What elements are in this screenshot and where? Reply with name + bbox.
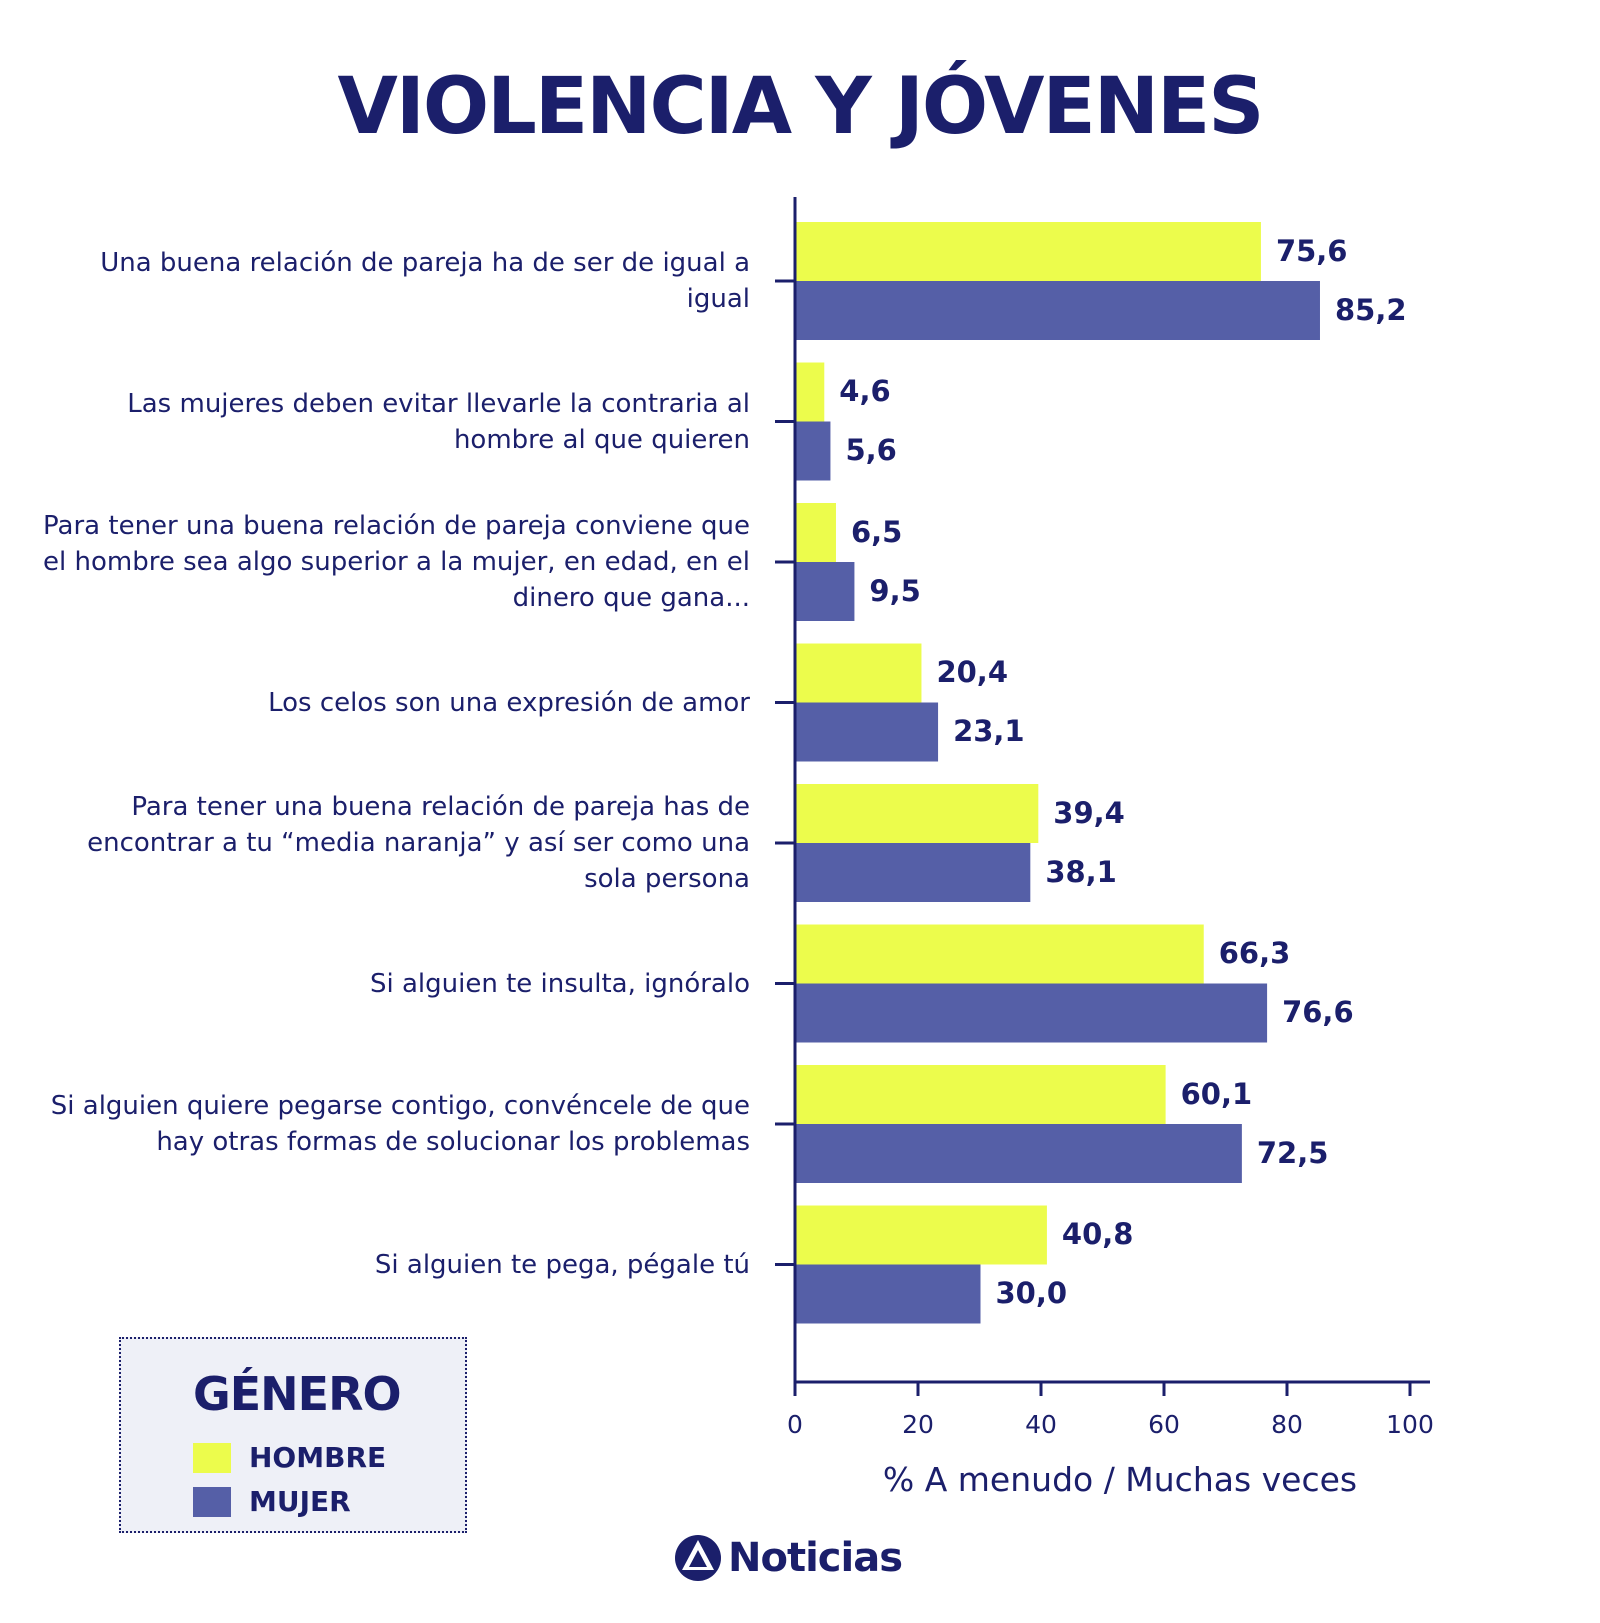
value-label-mujer-5: 76,6 [1282,995,1354,1029]
bar-mujer-6 [796,1124,1242,1183]
category-label-3: Los celos son una expresión de amor [268,687,750,718]
bar-hombre-7 [796,1205,1047,1265]
value-label-hombre-5: 66,3 [1218,936,1291,970]
bar-hombre-2 [796,503,836,562]
legend-swatch-mujer [193,1487,231,1517]
value-label-hombre-3: 20,4 [936,655,1009,689]
x-axis-label: % A menudo / Muchas veces [882,1460,1358,1499]
value-label-mujer-3: 23,1 [953,714,1025,748]
bar-mujer-1 [796,421,831,481]
category-label-1: Las mujeres deben evitar llevarle la con… [127,388,750,455]
value-label-mujer-2: 9,5 [869,573,921,608]
value-label-mujer-4: 38,1 [1045,854,1117,889]
chart-title: VIOLENCIA Y JÓVENES [337,62,1264,152]
brand-name: Noticias [728,1535,903,1581]
bar-hombre-6 [796,1065,1166,1124]
value-label-hombre-4: 39,4 [1053,795,1125,830]
category-label-4: Para tener una buena relación de pareja … [87,792,750,894]
legend-label-hombre: HOMBRE [249,1441,387,1474]
value-label-mujer-1: 5,6 [845,433,897,467]
bar-mujer-7 [796,1264,981,1324]
antena3-logo-icon [675,1535,721,1581]
bar-hombre-0 [796,222,1261,281]
category-label-6: Si alguien quiere pegarse contigo, convé… [50,1091,750,1157]
value-label-hombre-0: 75,6 [1275,233,1348,268]
value-label-hombre-7: 40,8 [1061,1217,1134,1251]
category-label-0: Una buena relación de pareja ha de ser d… [100,248,750,314]
x-tick-label-20: 20 [902,1410,934,1439]
x-tick-label-40: 40 [1025,1410,1057,1439]
value-label-hombre-6: 60,1 [1180,1076,1253,1111]
bar-mujer-2 [796,562,855,621]
value-label-mujer-6: 72,5 [1256,1135,1329,1170]
value-label-mujer-7: 30,0 [995,1276,1068,1310]
legend-swatch-hombre [193,1443,231,1473]
axis-layer [775,197,1430,1396]
value-label-hombre-1: 4,6 [839,374,891,408]
legend-label-mujer: MUJER [249,1485,351,1518]
x-tick-label-80: 80 [1271,1410,1303,1439]
bar-hombre-5 [796,924,1204,984]
bar-hombre-3 [796,643,922,703]
x-tick-label-60: 60 [1148,1410,1180,1439]
legend-title: GÉNERO [193,1367,402,1421]
x-tick-label-0: 0 [787,1410,803,1439]
category-label-2: Para tener una buena relación de pareja … [43,511,750,613]
bar-mujer-4 [796,843,1031,902]
bars-layer [796,222,1320,1324]
bar-mujer-0 [796,281,1320,340]
value-label-mujer-0: 85,2 [1334,292,1407,327]
bar-hombre-4 [796,784,1039,843]
value-label-hombre-2: 6,5 [850,514,903,549]
x-tick-label-100: 100 [1386,1410,1434,1439]
bar-mujer-3 [796,702,939,762]
bar-hombre-1 [796,362,825,422]
bar-mujer-5 [796,983,1268,1043]
category-label-7: Si alguien te pega, pégale tú [374,1249,750,1280]
category-label-5: Si alguien te insulta, ignóralo [369,968,750,999]
legend: GÉNERO HOMBRE MUJER [119,1337,467,1533]
